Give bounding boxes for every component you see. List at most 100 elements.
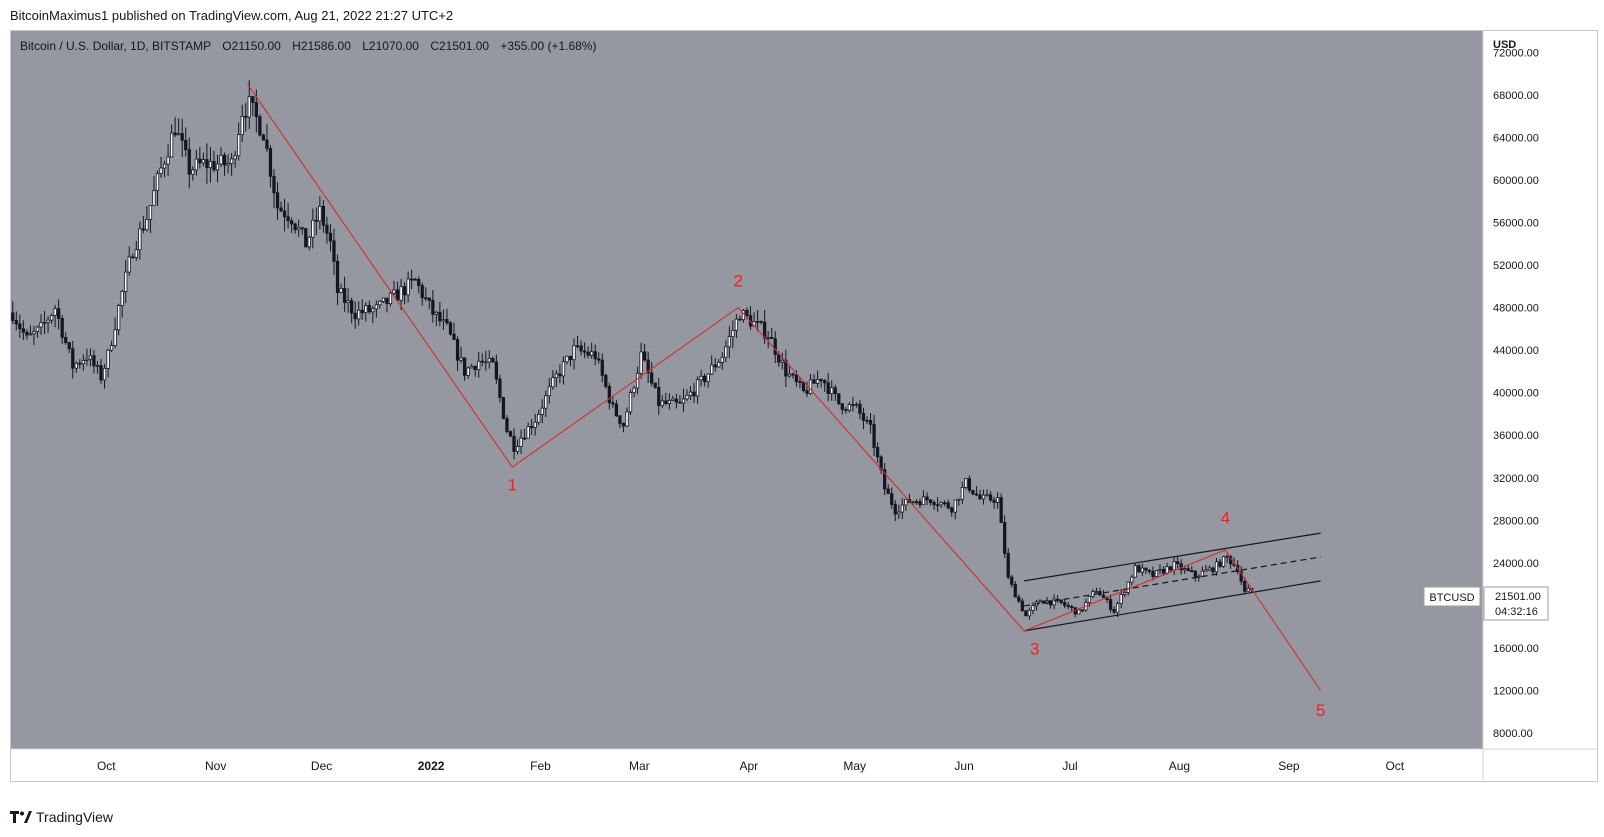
wave-label-3: 3	[1030, 639, 1039, 658]
candle-up	[706, 373, 710, 382]
candle-up	[357, 309, 361, 320]
candle-down	[875, 447, 880, 458]
candle-down	[279, 207, 283, 212]
candle-up	[1130, 576, 1134, 583]
candle-up	[685, 394, 689, 400]
x-tick-label: Oct	[1385, 759, 1404, 773]
candle-down	[289, 220, 294, 225]
candle-up	[470, 365, 474, 369]
candle-down	[286, 216, 290, 222]
candle-down	[265, 139, 269, 149]
legend-high-label: H	[292, 39, 301, 53]
price-axis[interactable]	[1483, 31, 1597, 749]
candle-down	[1048, 600, 1053, 606]
candle-up	[237, 134, 241, 157]
y-tick-label: 64000.00	[1493, 132, 1539, 144]
candles-layer	[11, 80, 1254, 620]
time-axis[interactable]	[11, 749, 1483, 781]
candle-up	[939, 502, 943, 506]
candle-up	[667, 400, 671, 404]
candle-down	[833, 387, 837, 395]
candle-down	[604, 374, 608, 387]
candle-down	[653, 382, 657, 388]
x-tick-label: Oct	[97, 759, 116, 773]
x-tick-label: Jul	[1062, 759, 1077, 773]
candle-down	[332, 240, 336, 262]
price-chart[interactable]: 1 2 3 4 5 Bitcoin / U.S. Dollar, 1D, BITSTAM…	[11, 31, 1597, 781]
y-tick-labels: 72000.00 68000.00 64000.00 60000.00 56000.00…	[1493, 47, 1539, 740]
candle-down	[745, 309, 749, 317]
candle-down	[530, 426, 534, 428]
candle-up	[318, 205, 322, 222]
candle-down	[664, 400, 668, 404]
plot-area[interactable]	[11, 31, 1483, 749]
candle-down	[480, 360, 484, 363]
wave-layer	[247, 83, 1322, 691]
wave-labels-layer: 1 2 3 4 5	[508, 271, 1326, 720]
candle-down	[674, 398, 679, 403]
candle-up	[371, 308, 375, 313]
candle-down	[1020, 600, 1024, 612]
candle-down	[1186, 568, 1190, 571]
candle-up	[159, 167, 163, 174]
candle-up	[1214, 561, 1219, 573]
x-tick-label: Jun	[954, 759, 973, 773]
candle-down	[300, 227, 304, 230]
candle-down	[304, 228, 308, 248]
candle-up	[177, 133, 181, 136]
candle-down	[180, 133, 184, 141]
candle-down	[974, 493, 979, 496]
y-tick-label: 52000.00	[1493, 260, 1539, 272]
candle-up	[1126, 581, 1130, 593]
candle-up	[515, 446, 520, 452]
candle-down	[992, 499, 996, 503]
candle-up	[233, 155, 237, 160]
candle-down	[335, 260, 340, 293]
y-tick-label: 36000.00	[1493, 430, 1539, 442]
candle-down	[402, 286, 407, 296]
tradingview-logo[interactable]: TradingView	[10, 809, 113, 825]
candle-up	[815, 378, 820, 384]
chart-frame[interactable]: 1 2 3 4 5 Bitcoin / U.S. Dollar, 1D, BITSTAM…	[10, 30, 1598, 782]
candle-down	[282, 210, 287, 218]
candle-up	[194, 158, 198, 171]
candle-up	[46, 319, 50, 323]
candle-up	[311, 219, 315, 238]
candle-down	[579, 345, 583, 352]
candle-up	[95, 365, 100, 367]
candle-down	[251, 96, 255, 103]
candle-down	[1080, 609, 1084, 612]
candle-down	[395, 289, 400, 301]
currency-label: USD	[1493, 39, 1516, 51]
candle-down	[1101, 594, 1106, 598]
candle-up	[981, 494, 986, 500]
legend-symbol: Bitcoin / U.S. Dollar, 1D, BITSTAMP	[20, 39, 211, 53]
candle-up	[169, 132, 174, 158]
candle-down	[198, 158, 202, 164]
candle-down	[522, 437, 527, 440]
candle-down	[187, 149, 191, 175]
candle-up	[625, 411, 629, 427]
candle-down	[868, 420, 873, 425]
candle-down	[438, 311, 442, 322]
candle-up	[565, 355, 569, 363]
candle-down	[1013, 583, 1017, 598]
candle-down	[1218, 561, 1222, 567]
candle-up	[1246, 587, 1250, 592]
x-tick-labels: Oct Nov Dec 2022 Feb Mar Apr May Jun Jul Aug Sep Oct	[97, 759, 1405, 773]
candle-down	[678, 401, 682, 404]
candle-down	[1193, 570, 1197, 577]
y-tick-label: 12000.00	[1493, 686, 1539, 698]
candle-up	[113, 329, 117, 346]
candle-up	[1172, 561, 1176, 571]
candle-up	[106, 349, 110, 369]
x-tick-label: Nov	[205, 759, 226, 773]
candle-down	[1024, 610, 1028, 617]
candle-up	[547, 386, 551, 397]
candle-up	[102, 367, 107, 381]
candle-down	[865, 419, 869, 422]
candle-up	[35, 326, 40, 332]
legend-open-label: O	[222, 39, 231, 53]
candle-up	[1204, 569, 1208, 572]
candle-down	[212, 160, 216, 171]
